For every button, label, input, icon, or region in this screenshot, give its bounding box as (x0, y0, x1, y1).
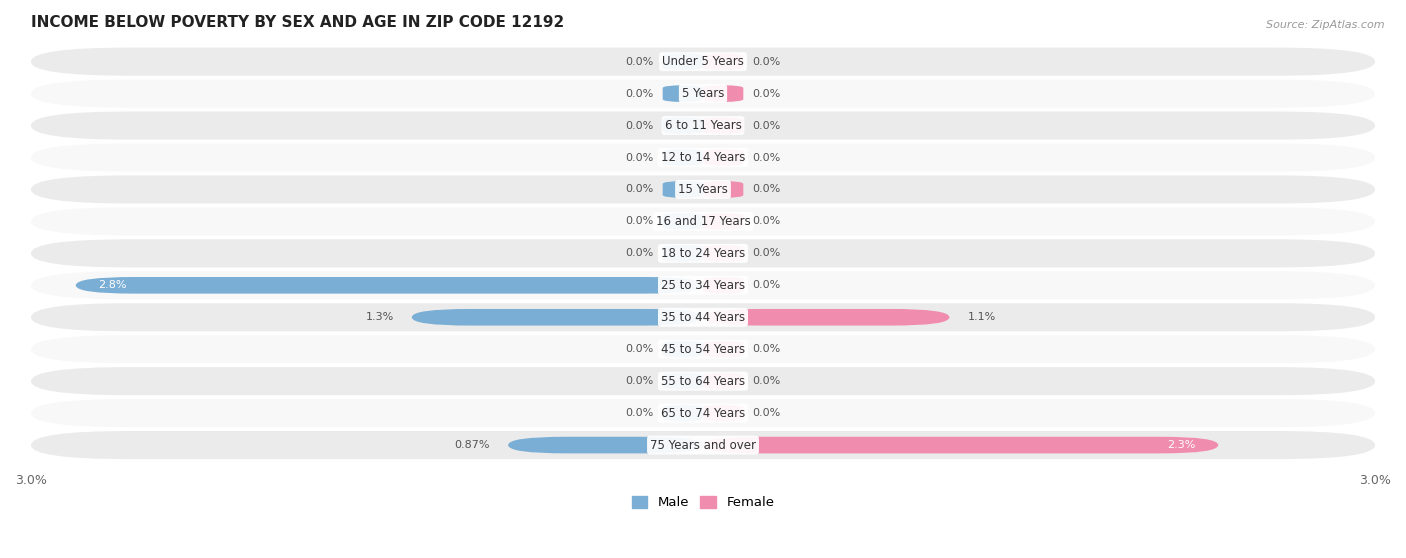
FancyBboxPatch shape (31, 303, 1375, 331)
Text: 75 Years and over: 75 Years and over (650, 439, 756, 451)
FancyBboxPatch shape (703, 341, 744, 358)
FancyBboxPatch shape (31, 143, 1375, 171)
Text: 25 to 34 Years: 25 to 34 Years (661, 279, 745, 292)
FancyBboxPatch shape (703, 85, 744, 102)
FancyBboxPatch shape (703, 405, 744, 421)
FancyBboxPatch shape (31, 367, 1375, 395)
Text: 0.0%: 0.0% (752, 217, 780, 227)
Text: 0.0%: 0.0% (752, 280, 780, 290)
Text: 0.0%: 0.0% (752, 185, 780, 194)
FancyBboxPatch shape (31, 239, 1375, 267)
FancyBboxPatch shape (662, 85, 703, 102)
Text: Under 5 Years: Under 5 Years (662, 55, 744, 68)
Text: 0.0%: 0.0% (626, 217, 654, 227)
FancyBboxPatch shape (31, 175, 1375, 204)
Text: 0.0%: 0.0% (626, 152, 654, 162)
FancyBboxPatch shape (508, 437, 703, 454)
Text: 65 to 74 Years: 65 to 74 Years (661, 407, 745, 420)
Text: 0.87%: 0.87% (454, 440, 491, 450)
FancyBboxPatch shape (662, 54, 703, 70)
FancyBboxPatch shape (412, 309, 703, 325)
Text: 0.0%: 0.0% (626, 344, 654, 354)
FancyBboxPatch shape (31, 112, 1375, 140)
Text: 0.0%: 0.0% (752, 121, 780, 131)
FancyBboxPatch shape (31, 208, 1375, 235)
Text: 0.0%: 0.0% (752, 344, 780, 354)
FancyBboxPatch shape (662, 405, 703, 421)
FancyBboxPatch shape (31, 271, 1375, 300)
FancyBboxPatch shape (703, 277, 744, 294)
Text: 1.3%: 1.3% (366, 312, 394, 323)
Text: 0.0%: 0.0% (626, 376, 654, 386)
FancyBboxPatch shape (31, 399, 1375, 427)
Text: 0.0%: 0.0% (626, 57, 654, 66)
Text: 0.0%: 0.0% (752, 376, 780, 386)
FancyBboxPatch shape (703, 117, 744, 134)
Text: 0.0%: 0.0% (626, 248, 654, 258)
Text: 16 and 17 Years: 16 and 17 Years (655, 215, 751, 228)
Text: 2.8%: 2.8% (98, 280, 127, 290)
Text: 6 to 11 Years: 6 to 11 Years (665, 119, 741, 132)
Text: 0.0%: 0.0% (752, 408, 780, 418)
FancyBboxPatch shape (703, 309, 949, 325)
Text: 1.1%: 1.1% (967, 312, 995, 323)
FancyBboxPatch shape (662, 213, 703, 230)
Text: 0.0%: 0.0% (626, 185, 654, 194)
Text: 45 to 54 Years: 45 to 54 Years (661, 343, 745, 355)
Text: INCOME BELOW POVERTY BY SEX AND AGE IN ZIP CODE 12192: INCOME BELOW POVERTY BY SEX AND AGE IN Z… (31, 15, 564, 30)
FancyBboxPatch shape (703, 54, 744, 70)
Text: Source: ZipAtlas.com: Source: ZipAtlas.com (1267, 20, 1385, 30)
Text: 35 to 44 Years: 35 to 44 Years (661, 311, 745, 324)
FancyBboxPatch shape (31, 335, 1375, 363)
FancyBboxPatch shape (703, 245, 744, 262)
FancyBboxPatch shape (703, 437, 1218, 454)
Text: 2.3%: 2.3% (1167, 440, 1197, 450)
FancyBboxPatch shape (76, 277, 703, 294)
Text: 0.0%: 0.0% (626, 121, 654, 131)
FancyBboxPatch shape (703, 181, 744, 198)
FancyBboxPatch shape (31, 47, 1375, 76)
Text: 0.0%: 0.0% (752, 57, 780, 66)
FancyBboxPatch shape (703, 373, 744, 389)
FancyBboxPatch shape (662, 149, 703, 166)
Text: 0.0%: 0.0% (626, 408, 654, 418)
FancyBboxPatch shape (662, 341, 703, 358)
FancyBboxPatch shape (703, 213, 744, 230)
FancyBboxPatch shape (662, 373, 703, 389)
Text: 5 Years: 5 Years (682, 87, 724, 100)
FancyBboxPatch shape (31, 80, 1375, 108)
Text: 0.0%: 0.0% (752, 248, 780, 258)
Text: 0.0%: 0.0% (626, 89, 654, 99)
Text: 55 to 64 Years: 55 to 64 Years (661, 374, 745, 388)
FancyBboxPatch shape (703, 149, 744, 166)
FancyBboxPatch shape (31, 431, 1375, 459)
FancyBboxPatch shape (662, 245, 703, 262)
FancyBboxPatch shape (662, 181, 703, 198)
Text: 12 to 14 Years: 12 to 14 Years (661, 151, 745, 164)
Text: 0.0%: 0.0% (752, 152, 780, 162)
Text: 18 to 24 Years: 18 to 24 Years (661, 247, 745, 260)
FancyBboxPatch shape (662, 117, 703, 134)
Legend: Male, Female: Male, Female (626, 490, 780, 514)
Text: 0.0%: 0.0% (752, 89, 780, 99)
Text: 15 Years: 15 Years (678, 183, 728, 196)
